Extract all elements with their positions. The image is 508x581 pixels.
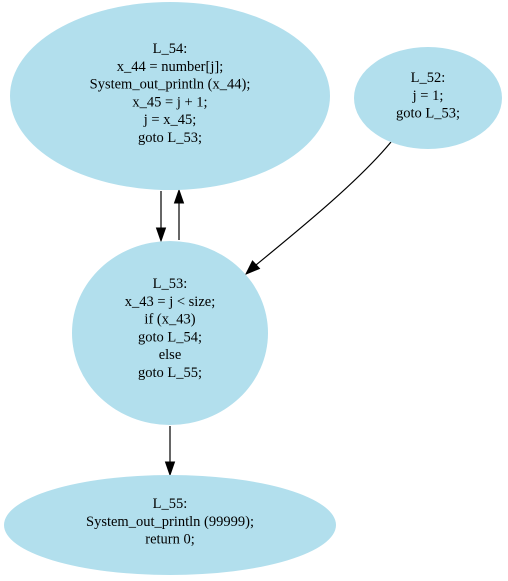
node-text-line: j = 1; bbox=[412, 88, 444, 104]
arrowhead bbox=[164, 461, 176, 477]
nodes-layer: L_54: x_44 = number[j]; System_out_println… bbox=[4, 2, 502, 575]
node-text-line: goto L_54; bbox=[138, 329, 202, 345]
node-text-line: goto L_55; bbox=[138, 365, 202, 381]
node-text-line: L_53: bbox=[153, 276, 188, 292]
edge-L_53-to-L_55 bbox=[164, 426, 176, 477]
node-text-line: L_55: bbox=[153, 496, 188, 512]
node-text-line: if (x_43) bbox=[144, 312, 195, 328]
node-l-54: L_54: x_44 = number[j]; System_out_println… bbox=[10, 2, 330, 190]
node-ellipse bbox=[354, 47, 502, 149]
node-text-line: else bbox=[159, 347, 182, 363]
node-text-line: j = x_45; bbox=[143, 112, 197, 128]
node-ellipse bbox=[10, 2, 330, 190]
node-l-55: L_55: System_out_println (99999); return 0… bbox=[4, 475, 336, 575]
edge-L_52-to-L_53 bbox=[244, 141, 392, 275]
node-text-line: System_out_println (99999); bbox=[86, 514, 254, 530]
node-text-line: L_54: bbox=[153, 41, 188, 57]
arrowhead bbox=[173, 188, 185, 204]
node-ellipse bbox=[4, 475, 336, 575]
arrowhead bbox=[155, 227, 167, 243]
node-text-line: x_45 = j + 1; bbox=[132, 94, 207, 110]
edge-line bbox=[255, 141, 392, 266]
edge-L_53-to-L_54 bbox=[173, 188, 185, 240]
node-text-line: System_out_println (x_44); bbox=[90, 77, 251, 93]
arrowhead bbox=[244, 260, 261, 275]
node-l-52: L_52:j = 1; goto L_53; bbox=[354, 47, 502, 149]
node-text-line: L_52: bbox=[411, 70, 446, 86]
node-text-line: goto L_53; bbox=[138, 130, 202, 146]
node-l-53: L_53: x_43 = j < size; if (x_43)goto L_54;… bbox=[72, 241, 268, 425]
edges-layer bbox=[155, 141, 392, 477]
node-text-line: goto L_53; bbox=[396, 106, 460, 122]
node-text-line: x_44 = number[j]; bbox=[117, 59, 223, 75]
node-text-line: x_43 = j < size; bbox=[125, 294, 215, 310]
edge-L_54-to-L_53 bbox=[155, 191, 167, 243]
node-text-line: return 0; bbox=[145, 532, 195, 548]
node-ellipse bbox=[72, 241, 268, 425]
